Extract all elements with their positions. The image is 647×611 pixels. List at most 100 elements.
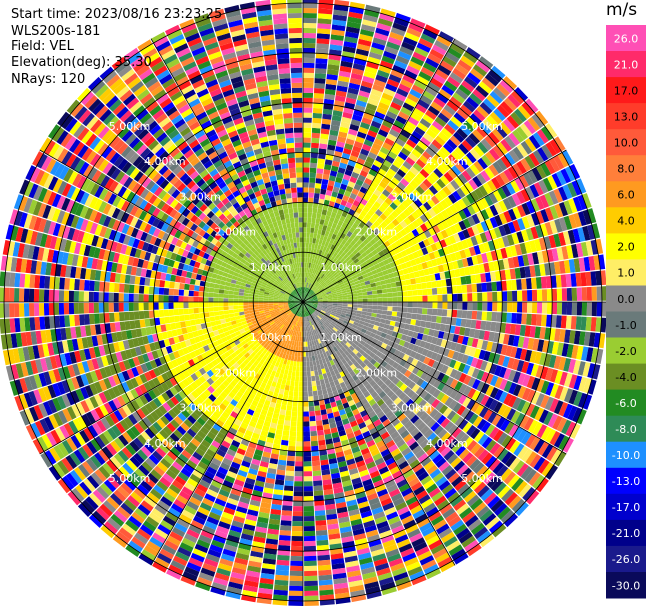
velocity-gate xyxy=(366,288,372,292)
velocity-gate xyxy=(561,316,567,329)
velocity-gate xyxy=(304,501,314,506)
velocity-gate xyxy=(299,372,303,377)
velocity-gate xyxy=(348,297,353,300)
velocity-gate xyxy=(285,385,290,391)
velocity-gate xyxy=(338,304,343,306)
velocity-gate xyxy=(353,296,358,299)
velocity-gate xyxy=(541,277,547,289)
velocity-gate xyxy=(502,302,507,312)
velocity-gate xyxy=(283,425,290,431)
velocity-gate xyxy=(557,288,562,301)
velocity-gate xyxy=(521,279,527,290)
velocity-gate xyxy=(312,456,320,462)
velocity-gate xyxy=(304,556,317,561)
velocity-gate xyxy=(436,316,442,323)
velocity-gate xyxy=(309,411,315,416)
velocity-gate xyxy=(382,293,387,297)
velocity-gate xyxy=(556,315,562,328)
velocity-gate xyxy=(303,88,313,93)
velocity-gate xyxy=(402,307,407,312)
velocity-gate xyxy=(552,302,557,314)
velocity-gate xyxy=(403,302,408,307)
velocity-gate xyxy=(467,311,473,319)
velocity-gate xyxy=(285,415,291,421)
velocity-gate xyxy=(316,173,323,179)
velocity-gate xyxy=(303,163,310,168)
velocity-gate xyxy=(491,282,497,292)
velocity-gate xyxy=(472,293,477,301)
velocity-gate xyxy=(566,316,572,329)
velocity-gate xyxy=(291,421,297,426)
velocity-gate xyxy=(313,471,322,477)
velocity-gate xyxy=(298,407,303,412)
velocity-gate xyxy=(304,596,318,601)
velocity-gate xyxy=(373,302,378,306)
velocity-gate xyxy=(299,377,303,382)
velocity-gate xyxy=(402,291,407,296)
velocity-gate xyxy=(413,296,418,302)
velocity-gate xyxy=(467,284,473,292)
velocity-gate xyxy=(378,298,383,302)
velocity-gate xyxy=(303,237,306,242)
velocity-gate xyxy=(303,113,312,118)
velocity-gate xyxy=(527,302,532,313)
velocity-gate xyxy=(304,471,312,476)
velocity-gate xyxy=(279,535,291,541)
velocity-gate xyxy=(304,441,311,446)
velocity-gate xyxy=(304,486,313,491)
velocity-gate xyxy=(304,526,315,531)
velocity-gate xyxy=(303,227,307,232)
velocity-gate xyxy=(532,302,537,313)
velocity-gate xyxy=(457,294,462,302)
velocity-gate xyxy=(304,516,315,521)
velocity-gate xyxy=(304,446,311,451)
velocity-gate xyxy=(303,367,306,372)
velocity-gate xyxy=(592,302,597,316)
velocity-gate xyxy=(279,455,287,461)
velocity-gate xyxy=(407,291,412,297)
velocity-gate xyxy=(437,295,442,302)
velocity-gate xyxy=(497,302,502,312)
velocity-gate xyxy=(357,308,362,311)
velocity-gate xyxy=(422,289,427,295)
velocity-gate xyxy=(303,377,307,382)
velocity-gate xyxy=(290,571,303,576)
velocity-gate xyxy=(310,233,314,238)
velocity-gate xyxy=(303,407,308,412)
velocity-gate xyxy=(308,381,312,386)
velocity-gate xyxy=(320,189,326,195)
velocity-gate xyxy=(597,286,602,300)
velocity-gate xyxy=(297,422,303,427)
velocity-gate xyxy=(304,566,317,571)
velocity-gate xyxy=(541,315,547,327)
velocity-gate xyxy=(303,197,308,202)
velocity-gate xyxy=(376,314,382,319)
velocity-gate xyxy=(313,113,322,119)
velocity-gate xyxy=(310,168,317,174)
velocity-gate xyxy=(280,384,285,390)
velocity-gate xyxy=(391,282,397,287)
velocity-gate xyxy=(303,347,305,352)
velocity-gate xyxy=(279,414,286,420)
velocity-gate xyxy=(371,287,377,291)
velocity-gate xyxy=(319,194,325,200)
velocity-gate xyxy=(303,167,310,172)
velocity-gate xyxy=(304,536,316,541)
velocity-gate xyxy=(511,280,517,291)
velocity-gate xyxy=(303,382,307,387)
velocity-gate xyxy=(289,586,303,591)
velocity-gate xyxy=(304,571,317,576)
velocity-gate xyxy=(300,357,303,362)
velocity-gate xyxy=(416,314,422,320)
velocity-gate xyxy=(317,209,322,215)
velocity-gate xyxy=(418,302,423,308)
velocity-gate xyxy=(314,405,320,411)
velocity-gate xyxy=(467,302,472,310)
velocity-gate xyxy=(373,298,378,302)
velocity-gate xyxy=(338,298,343,300)
velocity-gate xyxy=(294,386,299,391)
velocity-gate xyxy=(303,128,311,133)
velocity-gate xyxy=(377,294,382,298)
velocity-gate xyxy=(303,402,308,407)
velocity-gate xyxy=(280,525,291,531)
